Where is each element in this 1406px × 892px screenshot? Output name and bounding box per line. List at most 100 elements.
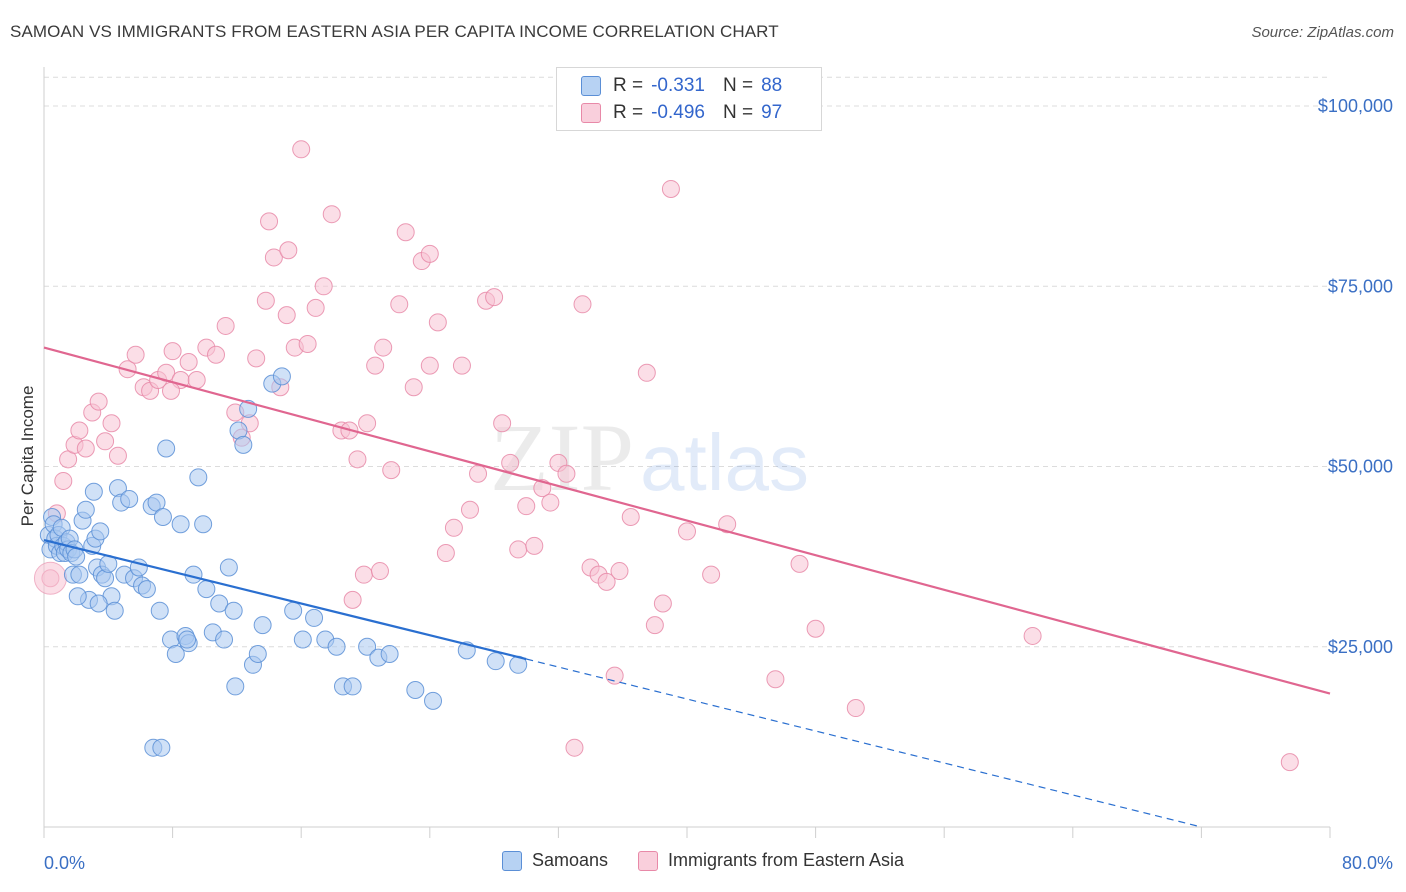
- data-point-samoan: [194, 515, 213, 534]
- series-samoans: [39, 367, 528, 757]
- trend-line-samoans: [43, 538, 527, 661]
- samoans-swatch: [581, 76, 601, 96]
- data-point-samoan: [89, 594, 108, 613]
- data-point-samoan: [272, 367, 291, 386]
- data-point-asia: [126, 345, 145, 364]
- data-point-asia: [298, 334, 317, 353]
- data-point-samoan: [305, 608, 324, 627]
- data-point-asia: [420, 356, 439, 375]
- data-point-asia-large: [33, 561, 67, 595]
- y-tick-label: $75,000: [1328, 276, 1393, 296]
- data-point-samoan: [210, 594, 229, 613]
- data-point-asia: [366, 356, 385, 375]
- trend-line-samoans-extension: [526, 658, 1202, 828]
- data-point-asia: [766, 670, 785, 689]
- data-point-samoan: [293, 630, 312, 649]
- y-tick-label: $50,000: [1328, 457, 1393, 477]
- n-label: N =: [722, 75, 754, 96]
- data-point-asia: [661, 179, 680, 198]
- data-point-samoan: [166, 644, 185, 663]
- data-point-samoan: [219, 558, 238, 577]
- samoans-swatch: [501, 850, 522, 871]
- data-point-asia: [292, 140, 311, 159]
- gridlines: [44, 76, 1330, 648]
- data-point-asia: [54, 471, 73, 490]
- data-point-asia: [485, 288, 504, 307]
- data-point-asia: [610, 562, 629, 581]
- data-point-samoan: [68, 587, 87, 606]
- data-point-asia: [846, 699, 865, 718]
- trend-line-asia: [43, 346, 1331, 695]
- data-point-asia: [790, 554, 809, 573]
- data-point-asia: [370, 562, 389, 581]
- source-label: Source: ZipAtlas.com: [1251, 24, 1394, 41]
- data-point-asia: [597, 572, 616, 591]
- data-point-asia: [573, 295, 592, 314]
- data-point-asia: [382, 461, 401, 480]
- data-point-asia: [621, 507, 640, 526]
- n-value: 97: [761, 102, 783, 123]
- data-point-asia: [637, 363, 656, 382]
- data-point-samoan: [157, 439, 176, 458]
- data-point-samoan: [248, 644, 267, 663]
- data-point-asia: [96, 432, 115, 451]
- chart-title: SAMOAN VS IMMIGRANTS FROM EASTERN ASIA P…: [10, 22, 779, 41]
- data-point-samoan: [67, 547, 86, 566]
- data-point-asia: [277, 306, 296, 325]
- r-label: R =: [613, 102, 644, 123]
- data-point-asia: [702, 565, 721, 584]
- data-point-samoan: [91, 522, 110, 541]
- n-value: 88: [761, 75, 783, 96]
- data-point-asia: [1280, 753, 1299, 772]
- data-point-asia: [179, 352, 198, 371]
- n-label: N =: [722, 102, 754, 123]
- data-point-samoan: [171, 515, 190, 534]
- data-point-asia: [108, 446, 127, 465]
- stats-row-asia: R = -0.496 N = 97: [557, 100, 782, 126]
- data-point-samoan: [358, 637, 377, 656]
- asia-swatch: [581, 103, 601, 123]
- data-point-asia: [314, 277, 333, 296]
- axes: [43, 67, 1331, 838]
- data-point-asia: [678, 522, 696, 541]
- data-point-samoan: [343, 677, 362, 696]
- x-tick-label: 80.0%: [1342, 853, 1393, 873]
- data-point-asia: [436, 544, 455, 563]
- legend-label: Immigrants from Eastern Asia: [667, 850, 905, 870]
- data-point-samoan: [189, 468, 208, 487]
- data-point-asia: [605, 666, 624, 685]
- data-point-asia: [517, 497, 536, 516]
- watermark-atlas: atlas: [640, 418, 809, 507]
- data-point-asia: [207, 345, 226, 364]
- legend-item-samoans[interactable]: Samoans: [501, 850, 608, 871]
- data-point-asia: [525, 536, 544, 555]
- r-value: -0.496: [651, 102, 705, 123]
- data-point-asia: [358, 414, 377, 433]
- data-point-asia: [557, 464, 576, 483]
- data-point-samoan: [486, 652, 505, 671]
- data-point-samoan: [137, 580, 156, 599]
- data-point-asia: [653, 594, 672, 613]
- data-point-asia: [70, 421, 89, 440]
- data-point-asia: [509, 540, 528, 559]
- data-point-asia: [469, 464, 488, 483]
- stats-row-samoans: R = -0.331 N = 88: [557, 73, 782, 99]
- data-point-asia: [452, 356, 471, 375]
- data-point-asia: [645, 616, 664, 635]
- data-point-asia: [306, 298, 325, 317]
- data-point-samoan: [120, 489, 139, 508]
- trend-lines: [43, 346, 1331, 828]
- data-point-asia: [161, 381, 180, 400]
- data-point-samoan: [105, 601, 124, 620]
- data-point-asia: [322, 205, 341, 224]
- y-axis-label: Per Capita Income: [18, 385, 37, 527]
- stats-legend: R = -0.331 N = 88 R = -0.496 N = 97: [556, 67, 822, 131]
- data-point-asia: [247, 349, 266, 368]
- data-point-samoan: [327, 637, 346, 656]
- data-point-samoan: [197, 580, 216, 599]
- data-point-asia: [444, 518, 463, 537]
- data-point-asia: [348, 450, 367, 469]
- data-point-asia: [264, 248, 283, 267]
- legend-item-asia[interactable]: Immigrants from Eastern Asia: [637, 850, 905, 871]
